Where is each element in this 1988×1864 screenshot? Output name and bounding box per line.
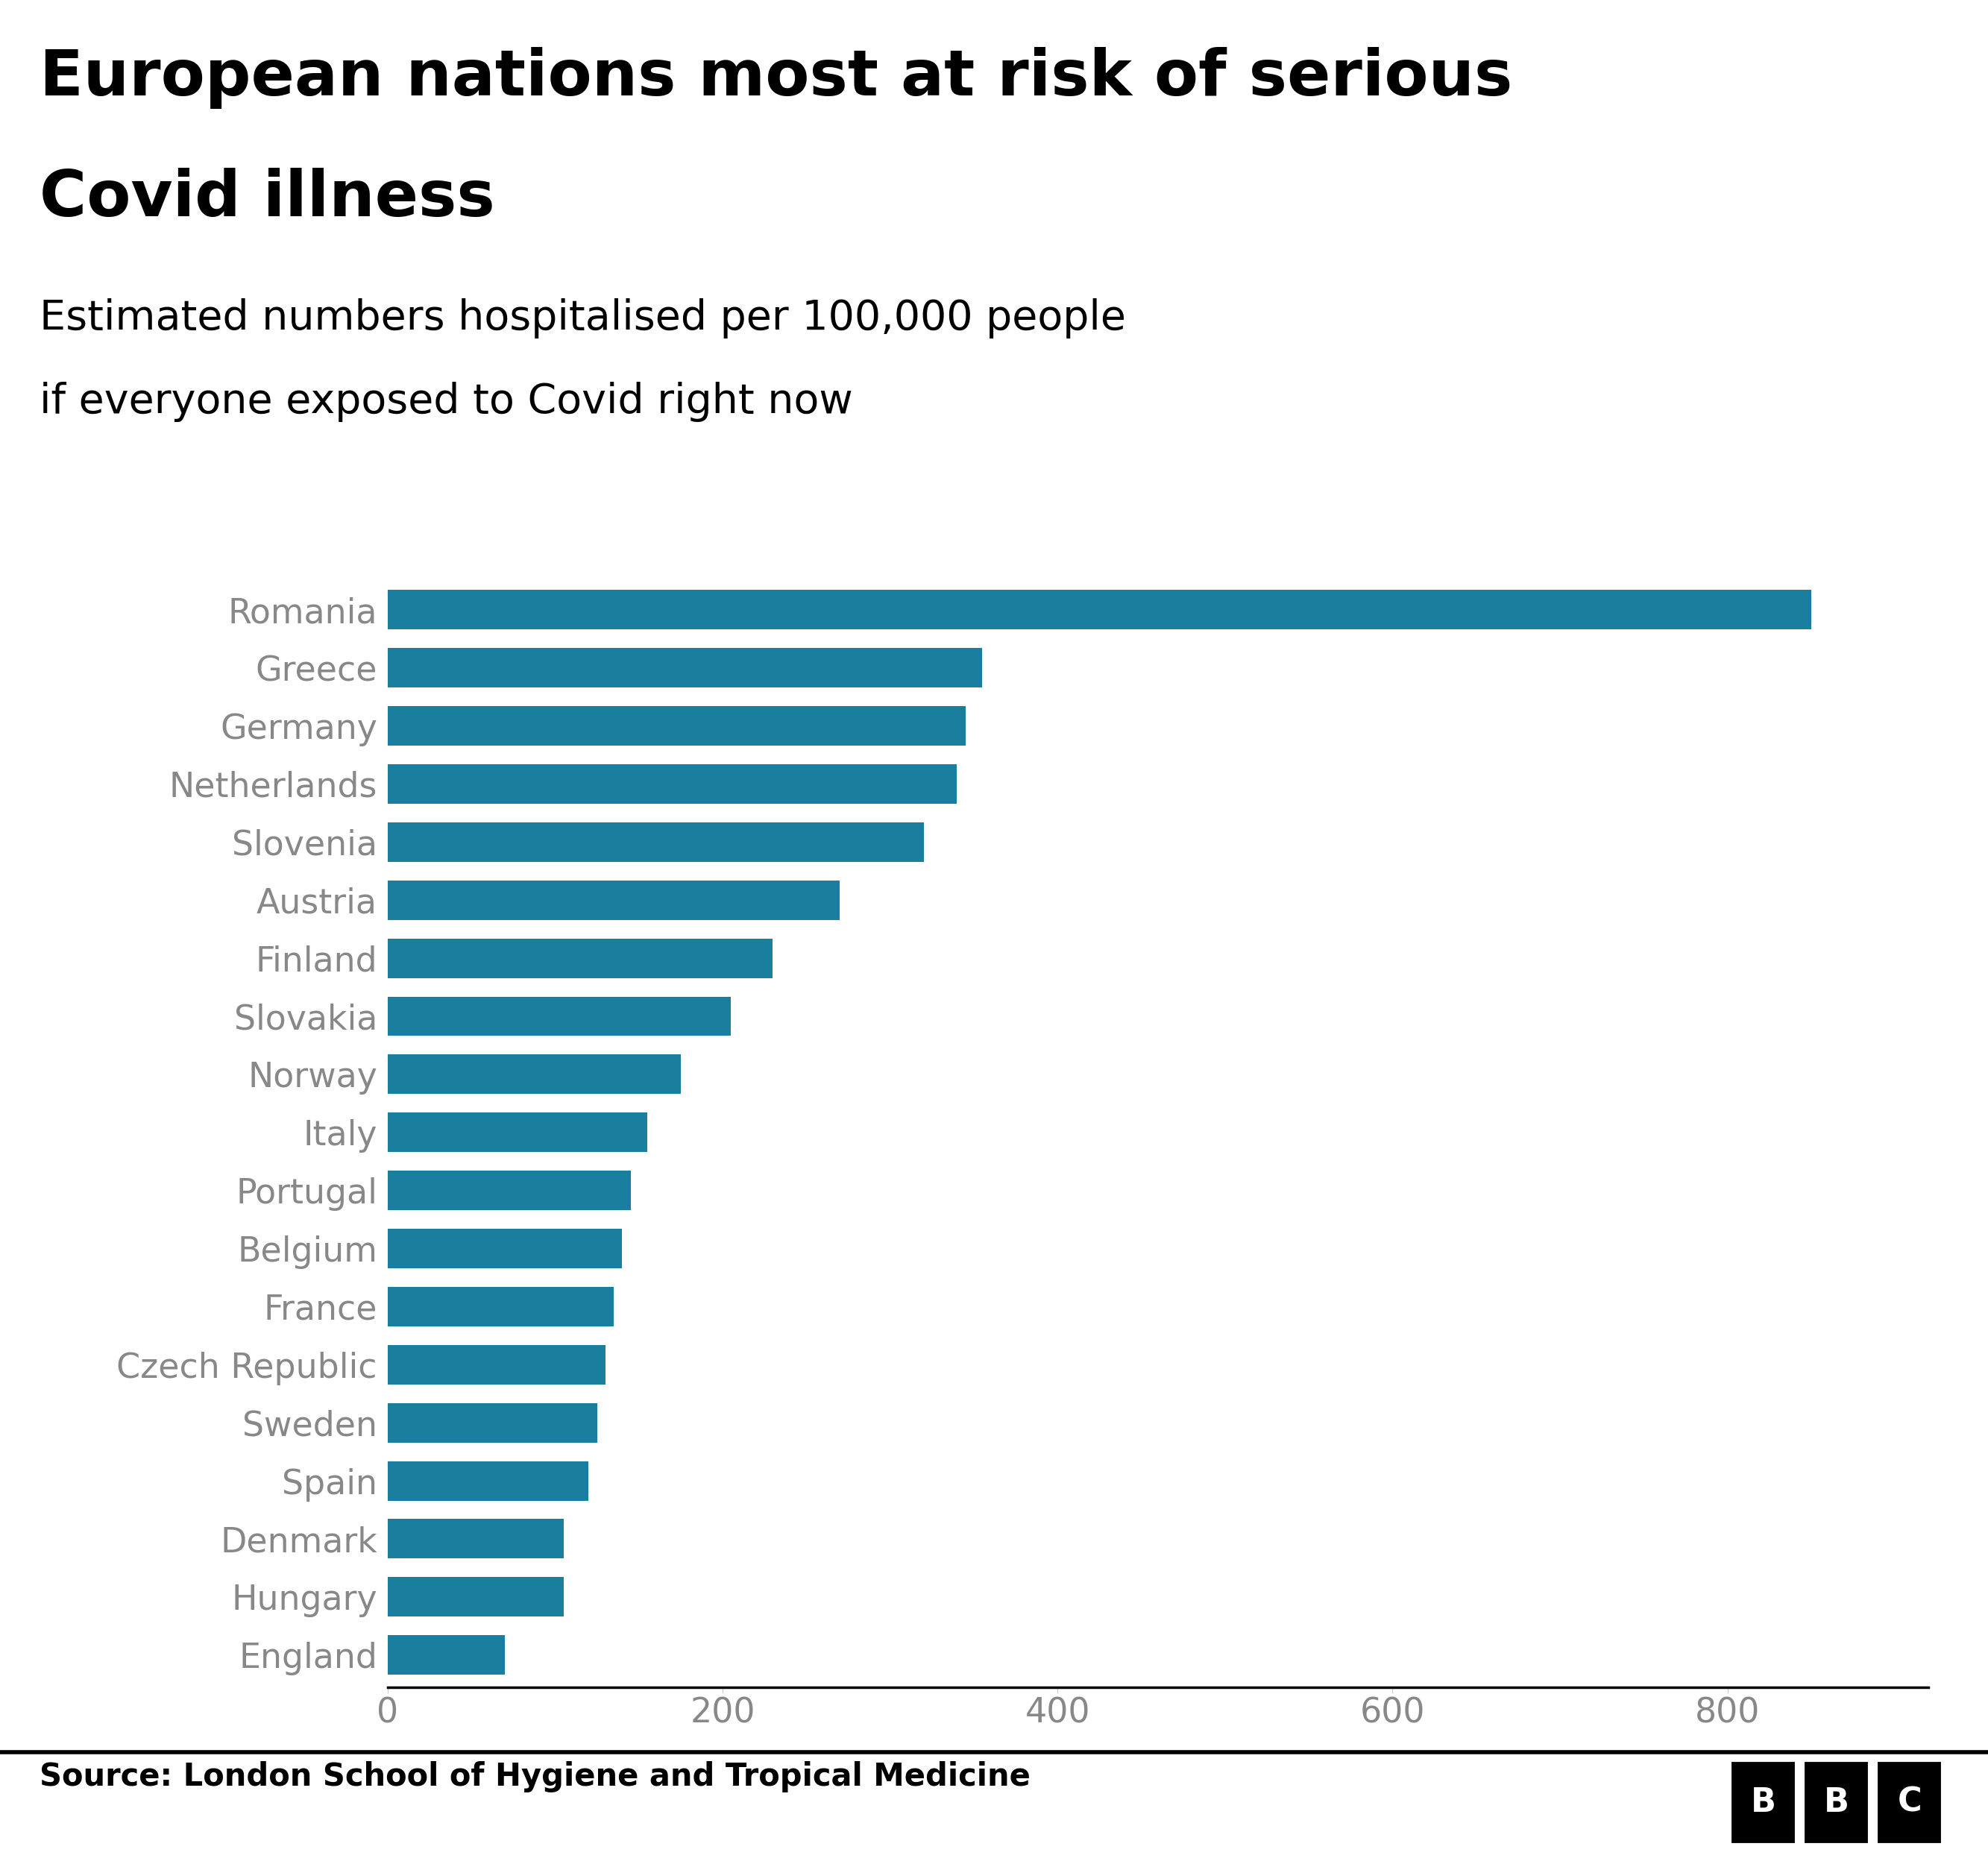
- Text: B: B: [1823, 1786, 1849, 1819]
- Bar: [1803, 1760, 1869, 1845]
- Bar: [388, 1346, 606, 1385]
- Bar: [388, 1286, 614, 1327]
- Text: B: B: [1751, 1786, 1775, 1819]
- Text: if everyone exposed to Covid right now: if everyone exposed to Covid right now: [40, 382, 853, 423]
- Bar: [388, 938, 773, 979]
- Bar: [388, 1635, 505, 1674]
- Bar: [388, 764, 956, 803]
- Bar: [388, 1228, 622, 1268]
- Text: European nations most at risk of serious: European nations most at risk of serious: [40, 47, 1513, 108]
- Bar: [388, 1519, 563, 1558]
- Bar: [388, 822, 924, 861]
- Bar: [1877, 1760, 1942, 1845]
- Text: Covid illness: Covid illness: [40, 168, 495, 229]
- Text: Estimated numbers hospitalised per 100,000 people: Estimated numbers hospitalised per 100,0…: [40, 298, 1127, 339]
- Bar: [388, 706, 966, 746]
- Bar: [388, 649, 982, 688]
- Text: Source: London School of Hygiene and Tropical Medicine: Source: London School of Hygiene and Tro…: [40, 1761, 1030, 1793]
- Bar: [388, 1171, 630, 1210]
- Bar: [388, 1461, 588, 1501]
- Bar: [388, 1113, 648, 1152]
- Bar: [388, 591, 1811, 630]
- Bar: [388, 1577, 563, 1616]
- Bar: [1730, 1760, 1797, 1845]
- Text: C: C: [1897, 1786, 1922, 1819]
- Bar: [388, 1404, 596, 1443]
- Bar: [388, 1055, 680, 1094]
- Bar: [388, 997, 732, 1036]
- Bar: [388, 880, 839, 919]
